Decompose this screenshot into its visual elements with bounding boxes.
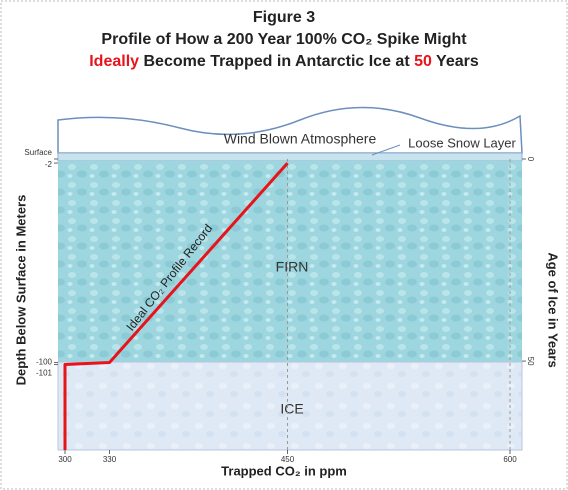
y2-tick-label: 50	[526, 357, 535, 366]
title-part: Years	[432, 53, 479, 70]
snow-layer	[57, 152, 523, 162]
x-tick-label: 330	[103, 455, 117, 464]
y-tick-label: -100	[36, 358, 53, 367]
title-part: Become Trapped in Antarctic Ice at	[139, 53, 414, 70]
label: ICE	[280, 401, 303, 417]
title: Profile of How a 200 Year 100% CO₂ Spike…	[101, 31, 467, 48]
title-part: Ideally	[89, 53, 139, 70]
firn	[58, 161, 522, 362]
x-tick-label: 300	[58, 455, 72, 464]
title-part: 50	[414, 53, 432, 70]
ice	[57, 361, 523, 451]
x-tick-label: 600	[503, 455, 517, 464]
y2-tick-label: 0	[526, 157, 535, 162]
atmosphere	[57, 106, 523, 154]
x-tick-label: 450	[281, 455, 295, 464]
label: Loose Snow Layer	[408, 135, 516, 150]
title: Ideally Become Trapped in Antarctic Ice …	[89, 53, 479, 70]
y-tick-label: Surface	[24, 148, 52, 157]
label: FIRN	[276, 259, 309, 275]
y2-axis-label: Age of Ice in Years	[546, 252, 561, 367]
label: Wind Blown Atmosphere	[224, 131, 377, 147]
pointer	[371, 144, 401, 156]
y-tick-label: -2	[45, 160, 53, 169]
y-axis-label: Depth Below Surface in Meters	[13, 195, 28, 386]
y-tick-label: -101	[36, 369, 53, 378]
profile-line	[63, 162, 289, 450]
title: Figure 3	[253, 9, 315, 26]
x-axis-label: Trapped CO₂ in ppm	[221, 463, 347, 478]
